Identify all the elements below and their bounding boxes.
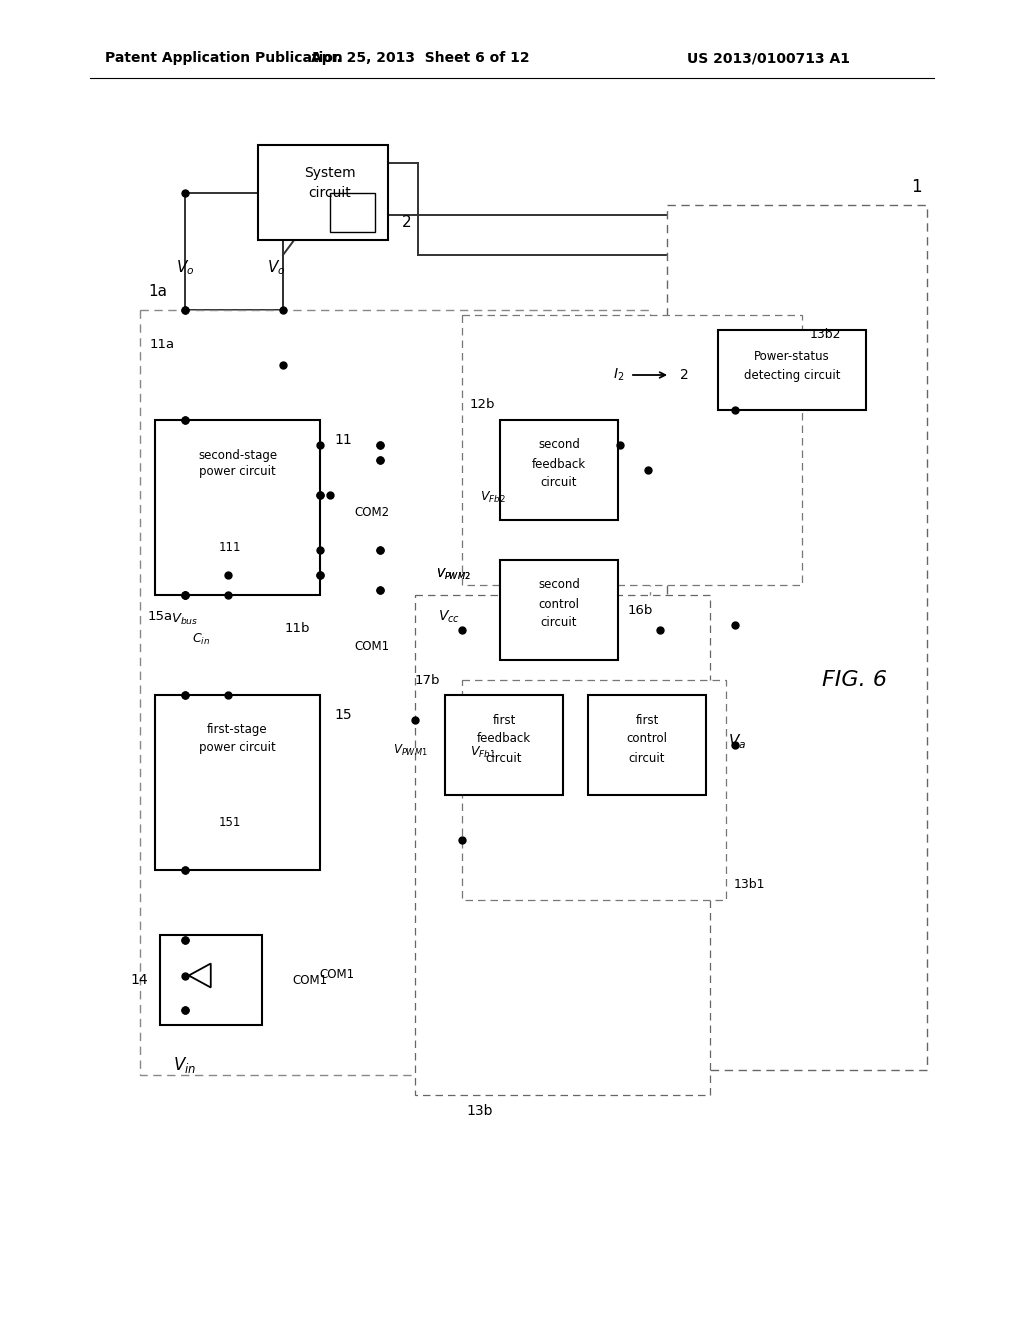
- Text: Apr. 25, 2013  Sheet 6 of 12: Apr. 25, 2013 Sheet 6 of 12: [310, 51, 529, 65]
- Bar: [588, 696, 706, 795]
- Text: 14: 14: [130, 973, 148, 987]
- Text: 15a: 15a: [148, 610, 173, 623]
- Text: detecting circuit: detecting circuit: [743, 370, 841, 383]
- Text: $V_o$: $V_o$: [267, 259, 286, 277]
- Text: COM2: COM2: [354, 507, 389, 520]
- Text: COM1: COM1: [292, 974, 327, 986]
- Text: control: control: [627, 733, 668, 746]
- Text: 13b2: 13b2: [810, 329, 842, 342]
- Bar: [155, 420, 319, 595]
- Text: second: second: [538, 578, 580, 591]
- Text: power circuit: power circuit: [199, 741, 275, 754]
- Text: 11b: 11b: [285, 622, 310, 635]
- Text: circuit: circuit: [485, 751, 522, 764]
- Text: $V_{PWM2}$: $V_{PWM2}$: [436, 566, 471, 582]
- Text: 111: 111: [218, 541, 241, 554]
- Text: first-stage: first-stage: [207, 723, 268, 737]
- Bar: [462, 315, 802, 585]
- Bar: [330, 193, 375, 232]
- Text: 17b: 17b: [415, 673, 440, 686]
- Text: 12b: 12b: [469, 399, 495, 412]
- Text: US 2013/0100713 A1: US 2013/0100713 A1: [687, 51, 850, 65]
- Text: $V_{Fb1}$: $V_{Fb1}$: [470, 744, 496, 759]
- Text: feedback: feedback: [531, 458, 586, 470]
- Text: circuit: circuit: [629, 751, 666, 764]
- Bar: [415, 595, 710, 1096]
- Text: first: first: [493, 714, 516, 726]
- Text: 13b: 13b: [467, 1104, 494, 1118]
- Bar: [500, 560, 618, 660]
- Text: $C_{in}$: $C_{in}$: [191, 631, 210, 647]
- Text: 2: 2: [680, 368, 689, 381]
- Text: $I_2$: $I_2$: [612, 367, 624, 383]
- Text: COM1: COM1: [354, 640, 389, 653]
- Text: 1a: 1a: [148, 285, 167, 300]
- Text: control: control: [539, 598, 580, 610]
- Text: $V_{Fb2}$: $V_{Fb2}$: [480, 490, 506, 504]
- Text: circuit: circuit: [541, 616, 578, 630]
- Bar: [718, 330, 866, 411]
- Bar: [500, 420, 618, 520]
- Text: $V_{PWM2}$: $V_{PWM2}$: [436, 566, 471, 582]
- Text: System: System: [304, 166, 355, 180]
- Bar: [155, 696, 319, 870]
- Text: first: first: [635, 714, 658, 726]
- Bar: [258, 145, 388, 240]
- Text: Power-status: Power-status: [754, 350, 829, 363]
- Text: 11a: 11a: [150, 338, 175, 351]
- Text: Patent Application Publication: Patent Application Publication: [105, 51, 343, 65]
- Bar: [160, 935, 262, 1026]
- Text: feedback: feedback: [477, 733, 531, 746]
- Bar: [667, 205, 927, 1071]
- Text: $V_{cc}$: $V_{cc}$: [438, 609, 460, 626]
- Text: $V_{bus}$: $V_{bus}$: [171, 611, 198, 627]
- Bar: [445, 696, 563, 795]
- Text: circuit: circuit: [308, 186, 351, 201]
- Text: FIG. 6: FIG. 6: [822, 671, 888, 690]
- Text: COM1: COM1: [319, 969, 354, 982]
- Text: $V_{in}$: $V_{in}$: [173, 1055, 197, 1074]
- Text: 2: 2: [402, 215, 412, 231]
- Text: $V_{PWM1}$: $V_{PWM1}$: [393, 742, 428, 758]
- Text: 11: 11: [334, 433, 352, 447]
- Text: 16b: 16b: [628, 603, 653, 616]
- Text: 1: 1: [911, 178, 922, 195]
- Text: second-stage: second-stage: [198, 449, 278, 462]
- Text: 13b1: 13b1: [734, 879, 766, 891]
- Text: circuit: circuit: [541, 477, 578, 490]
- Bar: [140, 310, 650, 1074]
- Text: $V_a$: $V_a$: [728, 733, 746, 751]
- Text: 15: 15: [334, 708, 351, 722]
- Text: $V_o$: $V_o$: [176, 259, 195, 277]
- Text: power circuit: power circuit: [199, 466, 275, 479]
- Text: 151: 151: [218, 816, 241, 829]
- Text: second: second: [538, 438, 580, 451]
- Bar: [462, 680, 726, 900]
